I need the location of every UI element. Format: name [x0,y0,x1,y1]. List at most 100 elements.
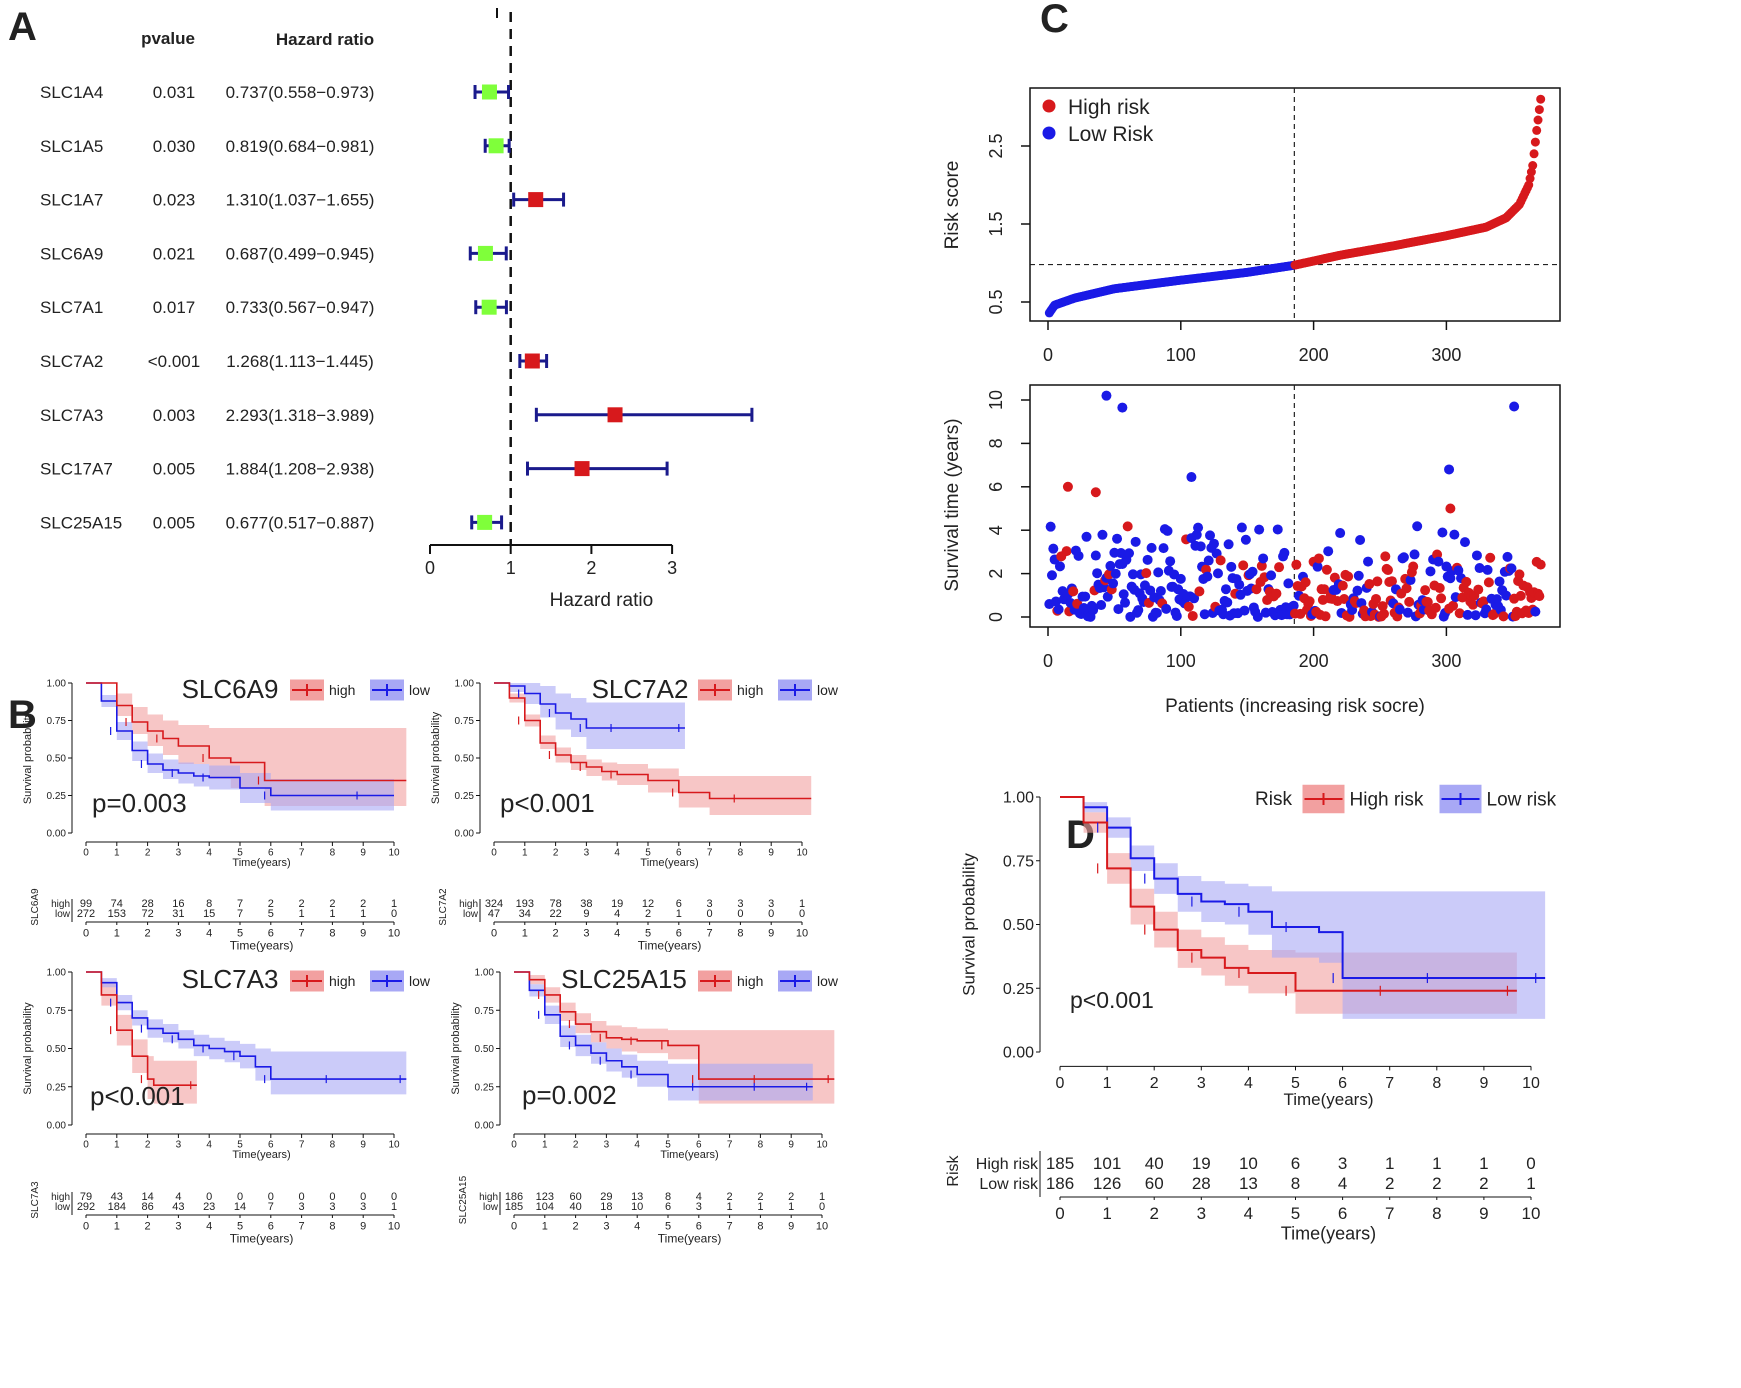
risk-count-high: 0 [237,1191,243,1203]
pvalue-cell: 0.005 [153,513,196,532]
survival-point [1304,596,1315,607]
survival-point [1205,530,1216,541]
risk-count-high: 0 [329,1191,335,1203]
risk-x-tick-label: 2 [145,927,151,939]
y-tick-label: 0.25 [47,1082,67,1093]
x-tick-label: 3 [176,848,182,859]
x-tick-label: 3 [604,1140,610,1151]
y-tick-label: 0 [986,612,1006,622]
risk-x-tick-label: 0 [511,1220,517,1232]
risk-count-low: 0 [768,908,774,920]
survival-point [1501,590,1512,601]
risk-count-high: 186 [505,1191,523,1203]
gene-label: SLC1A5 [40,137,103,156]
legend-high-label: high [737,973,763,989]
gene-label: SLC1A7 [40,191,103,210]
survival-point [1506,563,1517,574]
survival-point [1412,521,1423,532]
survival-point [1146,542,1157,553]
risk-x-tick-label: 6 [268,1220,274,1232]
p-value-label: p<0.001 [90,1081,185,1111]
x-tick-label: 8 [1432,1075,1441,1092]
survival-point [1535,559,1546,570]
pvalue-cell: 0.017 [153,298,196,317]
p-value-label: p<0.001 [500,788,595,818]
risk-count-high: 40 [1145,1154,1164,1173]
risk-x-tick-label: 5 [665,1220,671,1232]
risk-x-tick-label: 6 [676,927,682,939]
risk-count-high: 0 [360,1191,366,1203]
survival-point [1108,578,1119,589]
survival-point [1319,584,1330,595]
survival-point [1236,522,1247,533]
x-tick-label: 7 [707,848,713,859]
survival-point [1162,525,1173,536]
survival-point [1377,601,1388,612]
risk-x-tick-label: 9 [768,927,774,939]
survival-point [1436,593,1447,604]
gene-label: SLC6A9 [40,244,103,263]
risk-count-low: 0 [391,908,397,920]
y-tick-label: 0.25 [475,1082,495,1093]
risk-count-low: 22 [549,908,561,920]
survival-point [1053,604,1064,615]
y-tick-label: 0.00 [47,829,67,840]
risk-x-tick-label: 3 [583,927,589,939]
risk-point-high [1529,149,1539,159]
survival-point [1481,604,1492,615]
x-tick-label: 9 [360,1140,366,1151]
x-tick-label: 5 [665,1140,671,1151]
x-tick-label: 0 [1043,651,1053,671]
risk-count-high: 2 [329,898,335,910]
risk-x-tick-label: 8 [737,927,743,939]
risk-x-tick-label: 3 [603,1220,609,1232]
gene-label: SLC1A4 [40,83,103,102]
y-tick-label: 0.50 [47,1044,67,1055]
hr-text-cell: 0.677(0.517−0.887) [226,513,375,532]
survival-point [1068,586,1079,597]
risk-x-tick-label: 2 [1149,1204,1158,1223]
survival-point [1110,568,1121,579]
x-tick-label: 3 [584,848,590,859]
survival-point [1372,576,1383,587]
risk-count-high: 6 [1291,1154,1300,1173]
x-tick-label: 9 [788,1140,794,1151]
km-title: SLC25A15 [561,964,687,994]
x-tick-label: 300 [1431,345,1461,365]
km-plot-km_SLC7A2: 0.00 0.25 0.50 0.75 1.00 Survival probability… [430,674,839,953]
survival-point [1409,549,1420,560]
panel-letter-c: C [1040,0,1069,41]
survival-point [1401,583,1412,594]
gene-label: SLC7A1 [40,298,103,317]
x-tick-label: 6 [1338,1075,1347,1092]
risk-count-low: 2 [1479,1174,1488,1193]
risk-count-low: 1 [757,1201,763,1213]
survival-point [1402,607,1413,618]
x-tick-label: 0 [1056,1075,1065,1092]
x-axis-title: Time(years) [232,857,290,869]
risk-x-tick-label: 4 [206,1220,212,1232]
survival-point [1386,576,1397,587]
survival-point [1502,551,1513,562]
risk-x-axis-title: Time(years) [638,939,702,953]
high-survival-curve [86,682,407,782]
survival-point-outlier [1090,487,1101,498]
survival-point [1420,585,1431,596]
survival-point [1382,565,1393,576]
risk-x-tick-label: 4 [634,1220,640,1232]
risk-x-tick-label: 8 [329,927,335,939]
x-tick-label: 9 [360,848,366,859]
survival-point [1430,602,1441,613]
y-tick-label: 0.00 [455,829,475,840]
survival-point [1448,600,1459,611]
y-tick-label: 4 [986,525,1006,535]
x-tick-label: 8 [758,1140,764,1151]
risk-x-tick-label: 0 [83,927,89,939]
risk-count-low: 1 [299,908,305,920]
risk-x-tick-label: 5 [1291,1204,1300,1223]
survival-point [1112,533,1123,544]
survival-point [1353,570,1364,581]
km-plot-km_risk: 0.00 0.25 0.50 0.75 1.00 Survival probability… [945,784,1557,1244]
risk-table-high-label: high [479,1192,498,1203]
